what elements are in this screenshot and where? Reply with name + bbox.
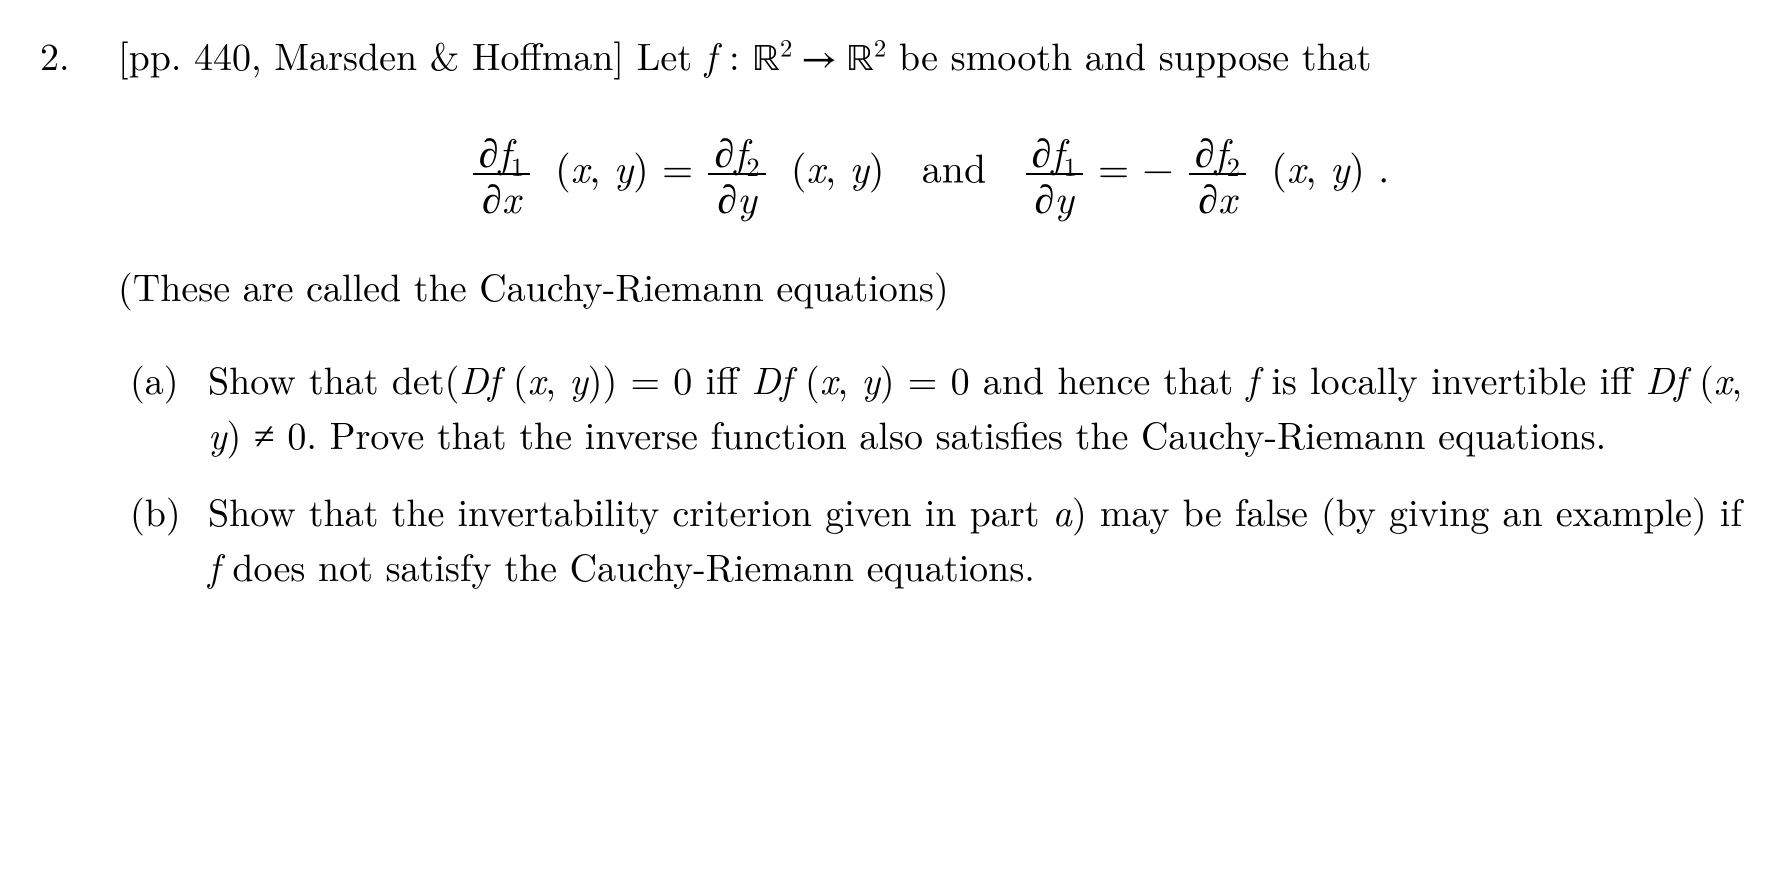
a-Df1: Df <box>459 352 499 406</box>
eq-xy-3: (x, y) . <box>1271 138 1389 195</box>
eq-xy-1: (x, y) <box>555 138 649 195</box>
math-sup-1: 2 <box>780 29 792 64</box>
problem-body: [pp. 440, Marsden & Hoffman] Let f : ℝ2 … <box>118 28 1742 617</box>
b-a-italic: a <box>1053 484 1072 538</box>
a-f1: f <box>1246 352 1258 406</box>
frac-df2dx: ∂f2 ∂x <box>1189 129 1246 219</box>
intro-reference: [pp. 440, Marsden & Hoffman] <box>118 28 624 82</box>
a-p1: (x, y)) = 0 iff <box>500 352 752 406</box>
math-sup-2: 2 <box>874 29 886 64</box>
eq-equals-2: = <box>1098 138 1142 195</box>
df2dy-den: ∂y <box>717 168 756 225</box>
a-Df2: Df <box>751 352 791 406</box>
subpart-b: (b) Show that the invertability criterio… <box>130 484 1742 594</box>
problem-intro: [pp. 440, Marsden & Hoffman] Let f : ℝ2 … <box>118 28 1742 89</box>
subpart-a-body: Show that det(Df (x, y)) = 0 iff Df (x, … <box>208 352 1742 462</box>
frac-df1dy: ∂f1 ∂y <box>1026 129 1083 219</box>
a-Df3: Df <box>1645 352 1685 406</box>
page: 2. [pp. 440, Marsden & Hoffman] Let f : … <box>0 0 1782 657</box>
subpart-b-body: Show that the invertability criterion gi… <box>208 484 1742 594</box>
math-colon: : <box>716 28 752 82</box>
intro-text-1: Let <box>637 28 705 82</box>
math-f: f <box>705 28 717 82</box>
cr-note: (These are called the Cauchy-Riemann equ… <box>118 259 1742 314</box>
intro-text-2: be smooth and suppose that <box>886 28 1371 82</box>
eq-xy-2: (x, y) <box>791 138 885 195</box>
frac-df2dy: ∂f2 ∂y <box>708 129 765 219</box>
df1dx-den: ∂x <box>482 168 520 225</box>
b-t2: ) may be false (by giving an example) if <box>1072 484 1742 538</box>
b-f1: f <box>208 539 220 593</box>
eq-and: and <box>922 138 986 195</box>
a-p2: (x, y) = 0 and hence that <box>792 352 1247 406</box>
math-R-2: ℝ <box>846 42 874 80</box>
problem-2: 2. [pp. 440, Marsden & Hoffman] Let f : … <box>40 28 1742 617</box>
subpart-b-label: (b) <box>130 484 208 539</box>
math-R-1: ℝ <box>752 42 780 80</box>
subpart-a-label: (a) <box>130 352 208 407</box>
cauchy-riemann-equations: ∂f1 ∂x (x, y) = ∂f2 ∂y (x, y) and ∂f1 ∂y… <box>118 129 1742 219</box>
subpart-a: (a) Show that det(Df (x, y)) = 0 iff Df … <box>130 352 1742 462</box>
math-arrow: → <box>792 42 846 80</box>
eq-equals-1: = <box>662 138 706 195</box>
df1dy-den: ∂y <box>1035 168 1074 225</box>
b-t1: Show that the invertability criterion gi… <box>208 484 1053 538</box>
df2dx-den: ∂x <box>1198 168 1236 225</box>
frac-df1dx: ∂f1 ∂x <box>473 129 530 219</box>
a-t2: is locally invertible iff <box>1258 352 1645 406</box>
eq-minus: − <box>1142 138 1173 195</box>
problem-number: 2. <box>40 28 118 83</box>
b-t3: does not satisfy the Cauchy-Riemann equa… <box>220 539 1035 593</box>
subparts: (a) Show that det(Df (x, y)) = 0 iff Df … <box>118 352 1742 594</box>
a-t1: Show that det( <box>208 352 459 406</box>
